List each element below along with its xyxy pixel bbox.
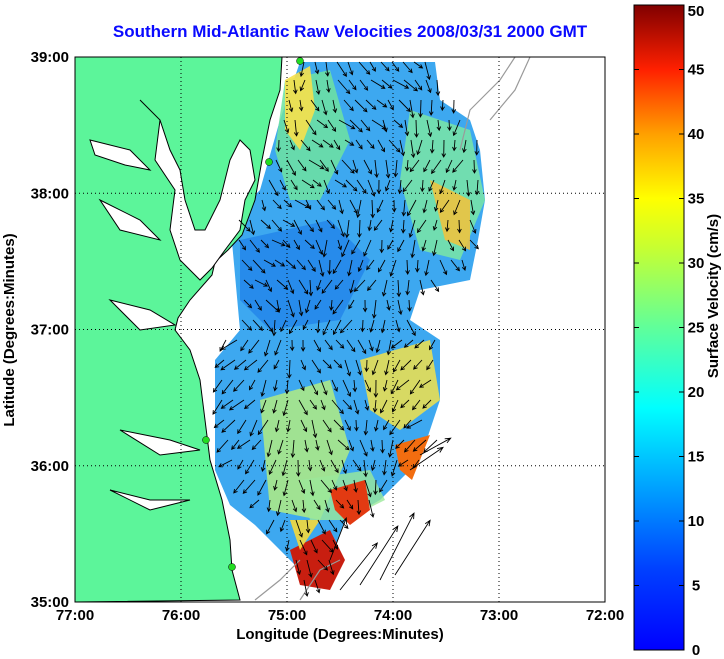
y-axis-label: Latitude (Degrees:Minutes) — [1, 233, 18, 426]
isobath-lines — [254, 57, 531, 601]
y-tick-label: 35:00 — [31, 594, 69, 611]
colorbar-label: Surface Velocity (cm/s) — [705, 214, 722, 378]
y-tick-label: 36:00 — [31, 458, 69, 475]
plot-frame — [74, 56, 606, 603]
colorbar-tick-label: 25 — [688, 320, 705, 337]
grid-lines — [75, 57, 605, 602]
colorbar — [633, 4, 685, 651]
x-tick-label: 72:00 — [586, 607, 624, 624]
x-tick-label: 73:00 — [480, 607, 518, 624]
x-tick-label: 75:00 — [268, 607, 306, 624]
colorbar-tick-label: 35 — [688, 191, 705, 208]
x-tick-label: 74:00 — [374, 607, 412, 624]
colorbar-tick-label: 10 — [688, 513, 705, 530]
y-tick-labels: 39:00 38:00 37:00 36:00 35:00 — [31, 49, 69, 611]
colorbar-tick-label: 15 — [688, 449, 705, 466]
colorbar-tick-label: 30 — [688, 255, 705, 272]
station-marker — [296, 57, 304, 65]
colorbar-tick-label: 0 — [692, 642, 700, 659]
x-tick-labels: 77:00 76:00 75:00 74:00 73:00 72:00 — [56, 607, 624, 624]
colorbar-tick-label: 5 — [692, 578, 700, 595]
colorbar-tick-label: 50 — [688, 3, 705, 20]
y-tick-label: 39:00 — [31, 49, 69, 66]
colorbar-tick-label: 40 — [688, 126, 705, 143]
bay — [139, 99, 256, 281]
station-marker — [265, 158, 273, 166]
x-tick-label: 76:00 — [162, 607, 200, 624]
station-marker — [228, 563, 236, 571]
y-tick-label: 37:00 — [31, 322, 69, 339]
map-title: Southern Mid-Atlantic Raw Velocities 200… — [112, 22, 588, 41]
x-tick-label: 77:00 — [56, 607, 94, 624]
velocity-vectors — [212, 61, 480, 597]
colorbar-tick-label: 45 — [688, 62, 705, 79]
y-tick-label: 38:00 — [31, 185, 69, 202]
x-axis-label: Longitude (Degrees:Minutes) — [236, 626, 444, 643]
colorbar-tick-label: 20 — [688, 384, 705, 401]
hf-radar-stations — [202, 57, 304, 571]
station-marker — [202, 436, 210, 444]
